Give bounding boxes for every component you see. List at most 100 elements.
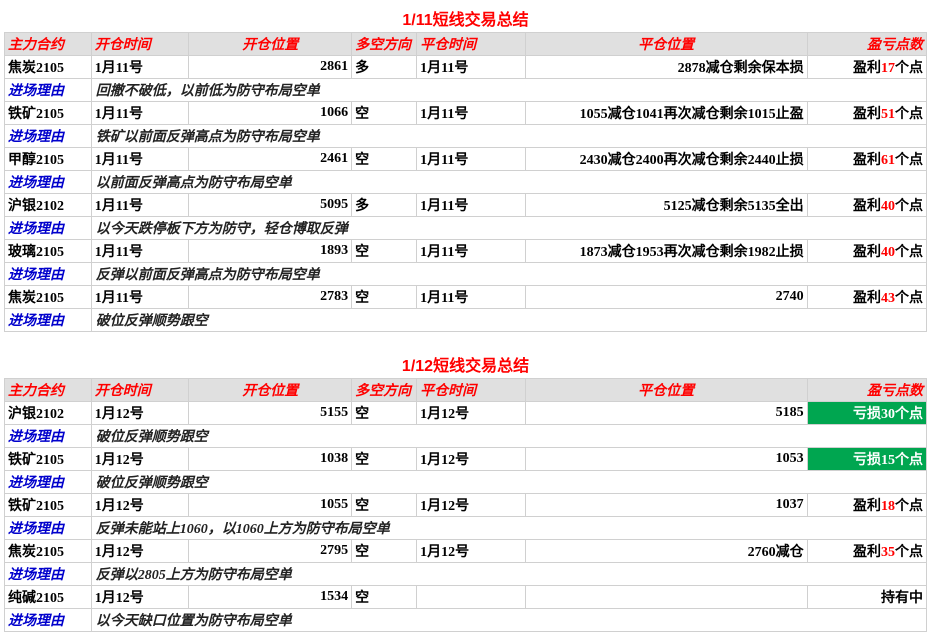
hdr-openpos: 开仓位置 [189, 33, 352, 56]
cell-opentime: 1月11号 [91, 148, 189, 171]
reason-row: 进场理由回撤不破低，以前低为防守布局空单 [5, 79, 927, 102]
reason-text: 以今天缺口位置为防守布局空单 [91, 609, 926, 632]
cell-closetime [417, 586, 525, 609]
cell-openpos: 5155 [189, 402, 352, 425]
hdr-contract: 主力合约 [5, 379, 92, 402]
reason-row: 进场理由以今天缺口位置为防守布局空单 [5, 609, 927, 632]
cell-closetime: 1月12号 [417, 540, 525, 563]
reason-label: 进场理由 [5, 425, 92, 448]
cell-pnl: 盈利51个点 [807, 102, 926, 125]
table-row: 纯碱21051月12号1534空持有中 [5, 586, 927, 609]
reason-row: 进场理由反弹以2805上方为防守布局空单 [5, 563, 927, 586]
cell-direction: 空 [352, 240, 417, 263]
reason-text: 反弹以2805上方为防守布局空单 [91, 563, 926, 586]
cell-closetime: 1月11号 [417, 194, 525, 217]
table-row: 玻璃21051月11号1893空1月11号1873减仓1953再次减仓剩余198… [5, 240, 927, 263]
cell-pnl: 亏损15个点 [807, 448, 926, 471]
cell-pnl: 盈利40个点 [807, 194, 926, 217]
reason-row: 进场理由反弹以前面反弹高点为防守布局空单 [5, 263, 927, 286]
cell-contract: 甲醇2105 [5, 148, 92, 171]
cell-openpos: 2795 [189, 540, 352, 563]
cell-closetime: 1月12号 [417, 402, 525, 425]
trade-table-1: 主力合约 开仓时间 开仓位置 多空方向 平仓时间 平仓位置 盈亏点数 焦炭210… [4, 32, 927, 332]
cell-direction: 空 [352, 448, 417, 471]
cell-closepos: 2760减仓 [525, 540, 807, 563]
table-row: 铁矿21051月11号1066空1月11号1055减仓1041再次减仓剩余101… [5, 102, 927, 125]
cell-closepos: 2430减仓2400再次减仓剩余2440止损 [525, 148, 807, 171]
cell-opentime: 1月11号 [91, 56, 189, 79]
section-title-2: 1/12短线交易总结 [4, 350, 927, 378]
cell-pnl: 持有中 [807, 586, 926, 609]
cell-pnl: 盈利35个点 [807, 540, 926, 563]
cell-contract: 焦炭2105 [5, 286, 92, 309]
cell-opentime: 1月12号 [91, 540, 189, 563]
reason-label: 进场理由 [5, 517, 92, 540]
cell-closepos: 5185 [525, 402, 807, 425]
header-row: 主力合约 开仓时间 开仓位置 多空方向 平仓时间 平仓位置 盈亏点数 [5, 33, 927, 56]
cell-opentime: 1月11号 [91, 102, 189, 125]
cell-opentime: 1月11号 [91, 286, 189, 309]
cell-contract: 沪银2102 [5, 402, 92, 425]
table-row: 沪银21021月12号5155空1月12号5185亏损30个点 [5, 402, 927, 425]
cell-direction: 空 [352, 102, 417, 125]
reason-label: 进场理由 [5, 263, 92, 286]
hdr-pnl: 盈亏点数 [807, 379, 926, 402]
reason-label: 进场理由 [5, 563, 92, 586]
cell-closetime: 1月11号 [417, 286, 525, 309]
cell-openpos: 1038 [189, 448, 352, 471]
cell-opentime: 1月12号 [91, 448, 189, 471]
hdr-closetime: 平仓时间 [417, 379, 525, 402]
reason-row: 进场理由破位反弹顺势跟空 [5, 309, 927, 332]
cell-closepos: 2740 [525, 286, 807, 309]
reason-text: 以今天跌停板下方为防守，轻仓博取反弹 [91, 217, 926, 240]
hdr-contract: 主力合约 [5, 33, 92, 56]
reason-text: 破位反弹顺势跟空 [91, 309, 926, 332]
reason-row: 进场理由破位反弹顺势跟空 [5, 471, 927, 494]
cell-opentime: 1月11号 [91, 194, 189, 217]
hdr-closetime: 平仓时间 [417, 33, 525, 56]
cell-direction: 空 [352, 540, 417, 563]
cell-pnl: 盈利17个点 [807, 56, 926, 79]
cell-closepos: 5125减仓剩余5135全出 [525, 194, 807, 217]
cell-closepos [525, 586, 807, 609]
reason-label: 进场理由 [5, 471, 92, 494]
table-row: 焦炭21051月11号2861多1月11号2878减仓剩余保本损盈利17个点 [5, 56, 927, 79]
cell-closetime: 1月12号 [417, 494, 525, 517]
cell-pnl: 盈利43个点 [807, 286, 926, 309]
hdr-openpos: 开仓位置 [189, 379, 352, 402]
cell-opentime: 1月12号 [91, 586, 189, 609]
cell-openpos: 2461 [189, 148, 352, 171]
reason-text: 反弹未能站上1060，以1060上方为防守布局空单 [91, 517, 926, 540]
cell-openpos: 1055 [189, 494, 352, 517]
cell-contract: 纯碱2105 [5, 586, 92, 609]
reason-text: 反弹以前面反弹高点为防守布局空单 [91, 263, 926, 286]
cell-pnl: 盈利61个点 [807, 148, 926, 171]
cell-direction: 多 [352, 56, 417, 79]
reason-text: 以前面反弹高点为防守布局空单 [91, 171, 926, 194]
cell-direction: 空 [352, 286, 417, 309]
cell-openpos: 1534 [189, 586, 352, 609]
reason-row: 进场理由以前面反弹高点为防守布局空单 [5, 171, 927, 194]
header-row: 主力合约 开仓时间 开仓位置 多空方向 平仓时间 平仓位置 盈亏点数 [5, 379, 927, 402]
hdr-pnl: 盈亏点数 [807, 33, 926, 56]
cell-openpos: 1893 [189, 240, 352, 263]
hdr-direction: 多空方向 [352, 33, 417, 56]
cell-pnl: 盈利18个点 [807, 494, 926, 517]
table-row: 甲醇21051月11号2461空1月11号2430减仓2400再次减仓剩余244… [5, 148, 927, 171]
trade-table-2: 主力合约 开仓时间 开仓位置 多空方向 平仓时间 平仓位置 盈亏点数 沪银210… [4, 378, 927, 632]
reason-label: 进场理由 [5, 79, 92, 102]
cell-direction: 多 [352, 194, 417, 217]
reason-row: 进场理由以今天跌停板下方为防守，轻仓博取反弹 [5, 217, 927, 240]
section-title-1: 1/11短线交易总结 [4, 4, 927, 32]
reason-row: 进场理由破位反弹顺势跟空 [5, 425, 927, 448]
reason-label: 进场理由 [5, 609, 92, 632]
cell-contract: 铁矿2105 [5, 102, 92, 125]
cell-closepos: 1873减仓1953再次减仓剩余1982止损 [525, 240, 807, 263]
cell-opentime: 1月12号 [91, 402, 189, 425]
table-row: 焦炭21051月11号2783空1月11号2740盈利43个点 [5, 286, 927, 309]
reason-label: 进场理由 [5, 309, 92, 332]
cell-direction: 空 [352, 494, 417, 517]
cell-pnl: 盈利40个点 [807, 240, 926, 263]
hdr-closepos: 平仓位置 [525, 33, 807, 56]
cell-openpos: 2783 [189, 286, 352, 309]
